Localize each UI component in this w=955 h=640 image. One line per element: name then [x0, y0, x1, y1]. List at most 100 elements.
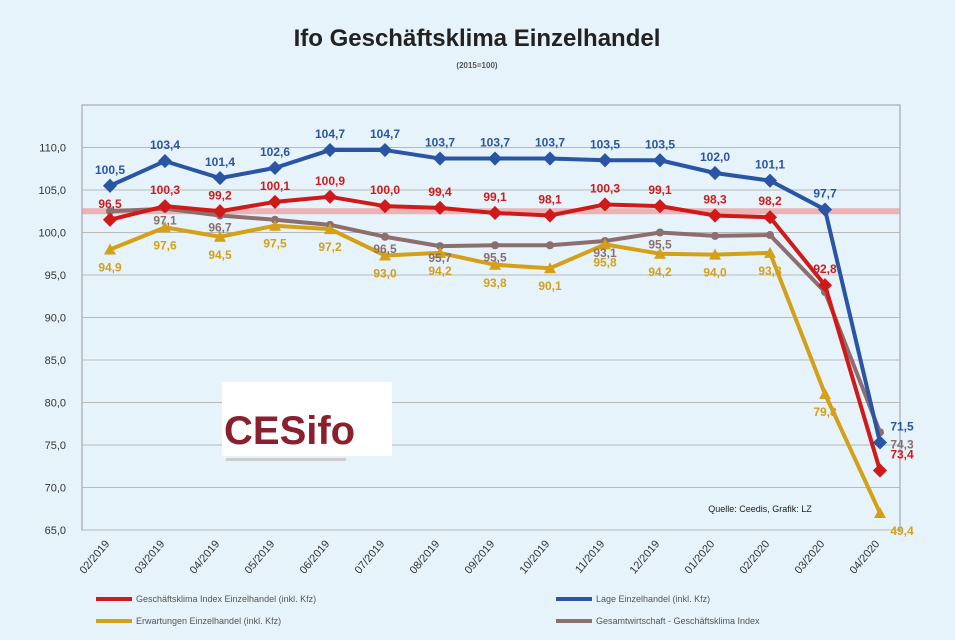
- data-point: [654, 247, 666, 259]
- legend-label: Lage Einzelhandel (inkl. Kfz): [596, 594, 710, 604]
- data-label: 95,7: [428, 251, 452, 265]
- data-point: [766, 231, 774, 240]
- data-label: 103,7: [425, 136, 455, 150]
- legend-label: Erwartungen Einzelhandel (inkl. Kfz): [136, 616, 281, 626]
- data-label: 99,4: [428, 185, 452, 199]
- data-point: [381, 232, 389, 241]
- source-note: Quelle: Ceedis, Grafik: LZ: [708, 504, 812, 514]
- data-label: 103,5: [590, 137, 620, 151]
- data-label: 97,2: [318, 240, 342, 254]
- data-point: [707, 165, 723, 181]
- data-point: [324, 223, 336, 235]
- data-point: [267, 160, 283, 175]
- data-point: [762, 210, 778, 225]
- data-label: 92,8: [813, 262, 837, 276]
- data-point: [322, 142, 338, 158]
- legend: Geschäftsklima Index Einzelhandel (inkl.…: [96, 594, 760, 626]
- data-point: [546, 241, 554, 250]
- data-point: [709, 248, 721, 260]
- data-point: [652, 153, 668, 168]
- data-label: 90,1: [538, 279, 562, 293]
- data-label: 71,5: [890, 419, 914, 433]
- data-point: [379, 249, 391, 261]
- data-point: [652, 199, 668, 214]
- data-label: 103,5: [645, 137, 675, 151]
- y-tick-label: 95,0: [45, 270, 66, 282]
- data-point: [106, 207, 114, 216]
- data-point: [599, 238, 611, 250]
- data-label: 94,2: [428, 264, 452, 278]
- logo-text: CESifo: [224, 409, 355, 453]
- data-label: 101,1: [755, 158, 785, 172]
- data-point: [322, 189, 338, 204]
- data-label: 99,1: [483, 190, 507, 204]
- data-point: [764, 246, 776, 258]
- data-point: [597, 197, 613, 212]
- data-label: 96,5: [373, 242, 397, 256]
- data-label: 94,5: [208, 248, 232, 262]
- data-label: 99,2: [208, 188, 232, 202]
- data-label: 93,0: [373, 266, 397, 280]
- chart-subtitle: (2015=100): [456, 61, 497, 70]
- data-point: [544, 262, 556, 274]
- legend-label: Gesamtwirtschaft - Geschäftsklima Index: [596, 616, 760, 626]
- data-point: [762, 173, 778, 188]
- data-label: 103,7: [480, 136, 510, 150]
- data-label: 95,8: [593, 255, 617, 269]
- data-point: [267, 194, 283, 209]
- data-label: 104,7: [315, 127, 345, 141]
- data-label: 100,0: [370, 183, 400, 197]
- data-label: 93,1: [593, 246, 617, 260]
- data-point: [819, 388, 831, 399]
- data-point: [214, 230, 226, 242]
- cesifo-logo: CESifo: [222, 382, 392, 461]
- data-label: 102,6: [260, 145, 290, 159]
- data-label: 100,3: [150, 183, 180, 197]
- data-point: [542, 151, 558, 166]
- data-point: [817, 278, 833, 293]
- chart-title: Ifo Geschäftsklima Einzelhandel: [294, 25, 661, 52]
- data-label: 73,4: [890, 448, 914, 462]
- data-label: 96,5: [98, 197, 122, 211]
- y-tick-label: 105,0: [38, 185, 66, 197]
- data-label: 99,1: [648, 183, 672, 197]
- data-point: [711, 231, 719, 240]
- data-label: 95,5: [483, 250, 507, 264]
- data-label: 98,1: [538, 193, 562, 207]
- data-label: 100,9: [315, 174, 345, 188]
- data-point: [157, 199, 173, 214]
- y-tick-label: 75,0: [45, 440, 66, 452]
- data-label: 96,7: [208, 221, 232, 235]
- data-label: 100,1: [260, 179, 290, 193]
- data-point: [491, 241, 499, 250]
- data-point: [104, 243, 116, 255]
- data-label: 97,5: [263, 237, 287, 251]
- data-point: [432, 200, 448, 215]
- data-label: 103,4: [150, 138, 180, 152]
- data-point: [434, 246, 446, 258]
- data-point: [597, 153, 613, 168]
- data-label: 100,3: [590, 181, 620, 195]
- data-label: 101,4: [205, 155, 235, 169]
- data-point: [487, 205, 503, 221]
- data-point: [157, 154, 173, 169]
- data-label: 95,5: [648, 238, 672, 252]
- data-label: 100,5: [95, 163, 125, 177]
- data-point: [874, 507, 886, 518]
- data-point: [159, 221, 171, 233]
- legend-label: Geschäftsklima Index Einzelhandel (inkl.…: [136, 594, 316, 604]
- data-label: 97,6: [153, 238, 177, 252]
- y-tick-label: 85,0: [45, 355, 66, 367]
- data-point: [436, 242, 444, 251]
- data-label: 98,3: [703, 193, 727, 207]
- data-label: 97,7: [813, 187, 837, 201]
- data-point: [377, 142, 393, 158]
- y-tick-label: 65,0: [45, 525, 66, 537]
- y-tick-label: 90,0: [45, 313, 66, 325]
- y-tick-label: 80,0: [45, 398, 66, 410]
- data-label: 49,4: [890, 524, 914, 538]
- y-tick-label: 70,0: [45, 483, 66, 495]
- series-layer: [102, 142, 888, 518]
